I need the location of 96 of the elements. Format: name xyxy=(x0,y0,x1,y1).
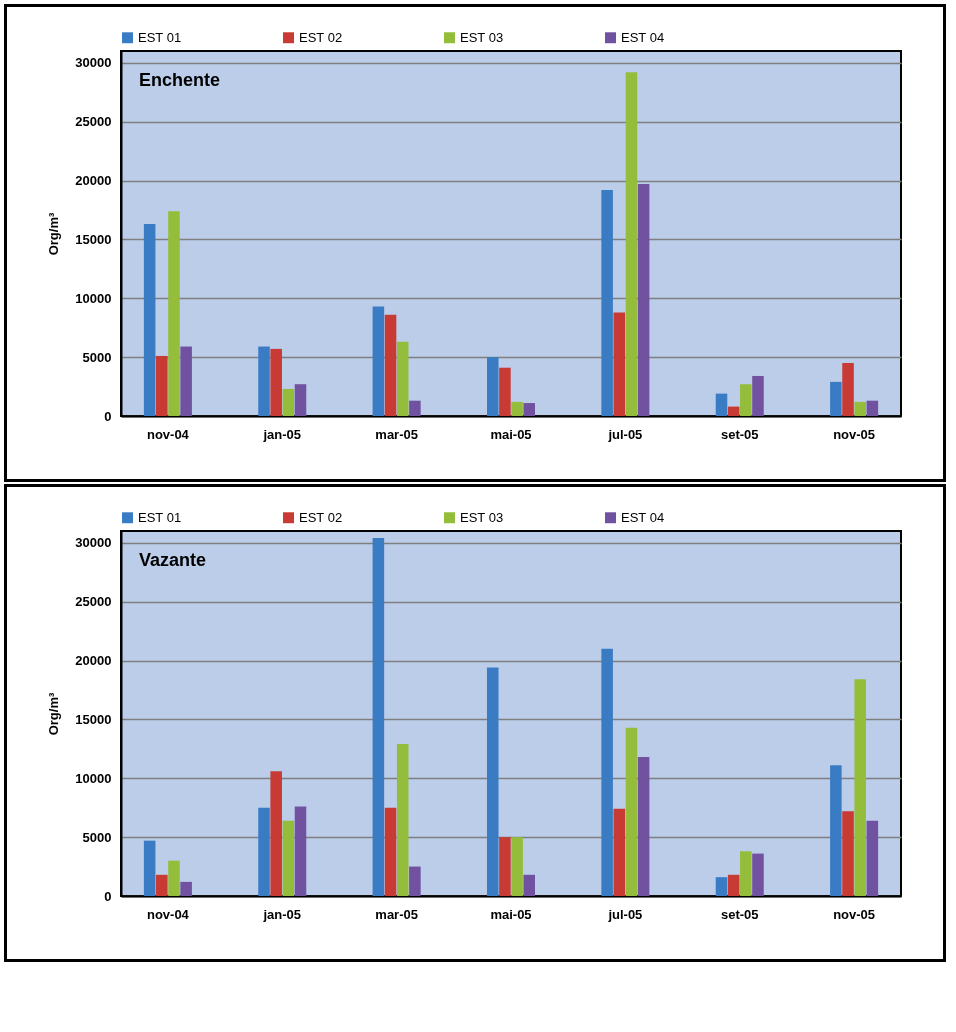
text: Enchente xyxy=(139,70,221,90)
bar xyxy=(740,851,752,896)
legend-label: EST 04 xyxy=(621,29,665,45)
bar xyxy=(854,401,866,416)
bar xyxy=(156,355,168,416)
bar xyxy=(180,881,192,896)
legend-label: EST 04 xyxy=(621,509,665,525)
y-tick-label: 0 xyxy=(104,888,112,904)
bar xyxy=(180,346,192,416)
x-tick-label: set-05 xyxy=(720,906,759,922)
y-tick-label: 5000 xyxy=(82,349,112,365)
bar xyxy=(168,211,180,416)
bar xyxy=(830,381,842,416)
y-tick-label: 15000 xyxy=(75,231,112,247)
x-tick-label: set-05 xyxy=(720,426,759,442)
bar xyxy=(715,877,728,896)
x-tick-label: jul-05 xyxy=(607,426,643,442)
bar xyxy=(740,384,752,416)
bar xyxy=(270,348,282,416)
bar xyxy=(294,384,307,416)
y-axis-title: Org/m³ xyxy=(46,212,62,256)
x-tick-label: jul-05 xyxy=(607,906,643,922)
bar xyxy=(282,388,295,416)
legend-label: EST 03 xyxy=(460,509,504,525)
bar xyxy=(258,807,270,896)
y-tick-label: 15000 xyxy=(75,711,112,727)
x-tick-label: jan-05 xyxy=(262,906,302,922)
bar xyxy=(727,874,740,896)
bar xyxy=(270,771,282,896)
bar xyxy=(613,808,626,896)
legend-label: EST 01 xyxy=(138,509,182,525)
bar xyxy=(156,874,168,896)
x-tick-label: nov-04 xyxy=(146,426,190,442)
bar xyxy=(384,314,397,416)
x-tick-label: mar-05 xyxy=(375,906,418,922)
bar xyxy=(396,744,409,896)
x-tick-label: mai-05 xyxy=(490,906,532,922)
bar xyxy=(511,401,523,416)
bar xyxy=(637,757,650,896)
bar xyxy=(143,840,156,896)
bar xyxy=(168,860,180,896)
y-tick-label: 0 xyxy=(104,408,112,424)
y-tick-label: 30000 xyxy=(75,535,112,551)
bar xyxy=(601,189,613,416)
bar xyxy=(625,72,638,416)
y-tick-label: 20000 xyxy=(75,173,112,189)
bar xyxy=(842,811,854,896)
bar xyxy=(282,820,295,896)
bar xyxy=(523,403,536,416)
bar xyxy=(372,538,385,896)
bar xyxy=(499,367,511,416)
bar xyxy=(384,807,397,896)
y-tick-label: 25000 xyxy=(75,114,112,130)
bar xyxy=(752,375,764,416)
bar xyxy=(486,667,499,896)
bar xyxy=(637,184,650,416)
bar xyxy=(258,346,270,416)
x-tick-label: nov-05 xyxy=(833,426,876,442)
bar xyxy=(511,837,523,896)
bar xyxy=(486,357,499,416)
bar xyxy=(396,341,409,416)
x-tick-label: mai-05 xyxy=(490,426,532,442)
x-tick-label: nov-04 xyxy=(146,906,190,922)
y-tick-label: 10000 xyxy=(75,290,112,306)
bar xyxy=(499,837,511,896)
bar xyxy=(715,393,728,416)
y-tick-label: 25000 xyxy=(75,594,112,610)
legend-label: EST 01 xyxy=(138,29,182,45)
y-tick-label: 10000 xyxy=(75,770,112,786)
bar xyxy=(830,765,842,896)
bar xyxy=(866,820,879,896)
y-tick-label: 20000 xyxy=(75,653,112,669)
bar xyxy=(523,874,536,896)
legend-label: EST 02 xyxy=(299,29,343,45)
x-tick-label: nov-05 xyxy=(833,906,876,922)
bar xyxy=(601,648,613,896)
bar xyxy=(854,679,866,896)
text: Vazante xyxy=(139,550,207,570)
x-tick-label: mar-05 xyxy=(375,426,418,442)
bar xyxy=(866,400,879,416)
bar xyxy=(294,806,307,896)
bar xyxy=(143,224,156,416)
legend-label: EST 03 xyxy=(460,29,504,45)
bar xyxy=(409,866,421,896)
bar xyxy=(727,406,740,416)
bar xyxy=(409,400,421,416)
bar xyxy=(842,363,854,416)
bar xyxy=(372,306,385,416)
x-tick-label: jan-05 xyxy=(262,426,302,442)
bar xyxy=(625,727,638,896)
bar xyxy=(752,853,764,896)
y-tick-label: 5000 xyxy=(82,829,112,845)
y-tick-label: 30000 xyxy=(75,55,112,71)
bar xyxy=(613,312,626,416)
y-axis-title: Org/m³ xyxy=(46,692,62,736)
legend-label: EST 02 xyxy=(299,509,343,525)
